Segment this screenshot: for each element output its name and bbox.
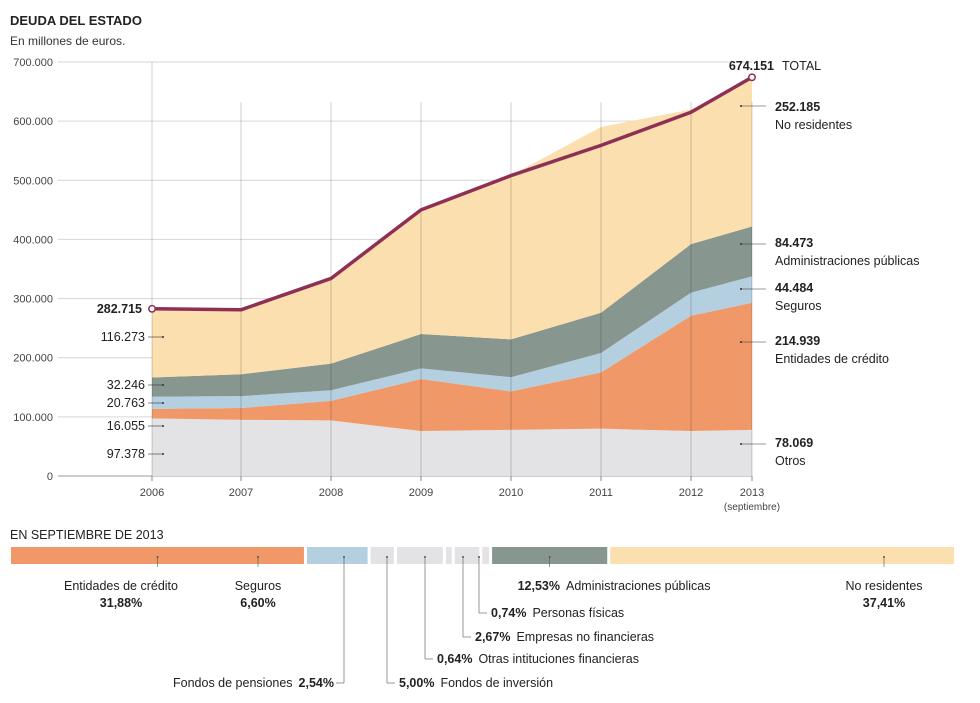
start-label: 20.763 — [107, 396, 145, 410]
segment-empresas-no-financieras — [454, 547, 480, 564]
chart-title: DEUDA DEL ESTADO — [10, 13, 142, 28]
segment-name: Fondos de pensiones — [173, 676, 293, 690]
leader-dot — [740, 288, 742, 290]
segment-leader-dot — [257, 556, 259, 558]
segment-leader-dot — [462, 556, 464, 558]
end-label-name: Seguros — [775, 299, 822, 313]
end-label-value: 44.484 — [775, 281, 813, 295]
x-tick-label: 2012 — [679, 487, 703, 499]
total-start-point — [148, 304, 156, 313]
leader-dot — [740, 443, 742, 445]
segment-pct: 37,41% — [863, 596, 905, 610]
segment-pct: 2,54% — [299, 676, 334, 690]
segment-otras-intituciones-financieras — [445, 547, 452, 564]
x-tick-label: 2008 — [319, 487, 343, 499]
end-label-name: No residentes — [775, 118, 852, 132]
leader-dot — [162, 336, 164, 338]
segment-name: Seguros — [235, 579, 282, 593]
x-tick-label: 2010 — [499, 487, 523, 499]
end-label-name: Entidades de crédito — [775, 352, 889, 366]
segment-leader-dot — [883, 556, 885, 558]
x-tick-label: 2011 — [589, 487, 613, 499]
segment-pct: 6,60% — [240, 596, 275, 610]
start-label: 116.273 — [101, 330, 145, 344]
total-end-point — [748, 73, 756, 82]
segment-pct: 0,74% — [491, 606, 526, 620]
segment-fondos-de-pensiones — [370, 547, 394, 564]
segment-seguros — [306, 547, 368, 564]
x-tick-label: 2013 — [740, 487, 764, 499]
chart-subtitle: En millones de euros. — [10, 34, 125, 48]
end-label-name: TOTAL — [782, 59, 821, 73]
end-label-value: 214.939 — [775, 334, 820, 348]
end-label-value: 78.069 — [775, 436, 813, 450]
start-label: 282.715 — [97, 302, 142, 316]
start-label: 97.378 — [107, 447, 145, 461]
segment-leader-dot — [156, 556, 159, 558]
area-no-residentes — [152, 77, 752, 378]
x-tick-label: 2006 — [140, 487, 164, 499]
segment-leader-dot — [548, 556, 551, 558]
y-tick-label: 300.000 — [13, 294, 53, 306]
leader-dot — [740, 243, 742, 245]
segment-leader-dot — [478, 556, 480, 558]
x-tick-label: 2007 — [229, 487, 253, 499]
segment-name: Entidades de crédito — [64, 579, 178, 593]
y-tick-label: 200.000 — [13, 353, 53, 365]
leader-dot — [162, 453, 164, 455]
breakdown-title: EN SEPTIEMBRE DE 2013 — [10, 528, 164, 542]
segment-name: Otras intituciones financieras — [478, 652, 639, 666]
area-administraciones-p-blicas — [152, 226, 752, 397]
start-label: 16.055 — [107, 419, 145, 433]
segment-name: Empresas no financieras — [516, 630, 654, 644]
segment-fondos-de-inversi-n — [396, 547, 443, 564]
x-tick-label: 2009 — [409, 487, 433, 499]
segment-name: Fondos de inversión — [440, 676, 553, 690]
segment-pct: 12,53% — [518, 579, 560, 593]
segment-leader-dot — [386, 556, 388, 558]
end-label-name: Administraciones públicas — [775, 254, 920, 268]
segment-pct: 31,88% — [100, 596, 142, 610]
y-tick-label: 100.000 — [13, 412, 53, 424]
segment-personas-f-sicas — [482, 547, 490, 564]
end-label-value: 674.151 — [729, 59, 774, 73]
segment-administraciones-p-blicas — [492, 547, 608, 564]
area-entidades-de-cr-dito — [152, 302, 752, 432]
segment-pct: 5,00% — [399, 676, 434, 690]
y-tick-label: 0 — [47, 471, 53, 483]
y-tick-label: 400.000 — [13, 234, 53, 246]
x-sublabel: (septiembre) — [724, 502, 780, 513]
y-tick-label: 700.000 — [13, 57, 53, 69]
area-otros — [152, 418, 752, 476]
segment-pct: 2,67% — [475, 630, 510, 644]
segment-name: Personas físicas — [532, 606, 624, 620]
end-label-value: 84.473 — [775, 236, 813, 250]
total-line — [151, 75, 753, 312]
leader-dot — [162, 402, 164, 404]
segment-name: Administraciones públicas — [566, 579, 711, 593]
leader-dot — [740, 341, 742, 343]
leader-dot — [740, 105, 742, 107]
end-label-name: Otros — [775, 454, 806, 468]
segment-entidades-de-cr-dito — [11, 547, 304, 564]
start-label: 32.246 — [107, 378, 145, 392]
segment-leader-dot — [424, 556, 426, 558]
y-tick-label: 500.000 — [13, 175, 53, 187]
segment-pct: 0,64% — [437, 652, 472, 666]
segment-no-residentes — [610, 547, 954, 564]
segment-leader-dot — [343, 556, 345, 558]
leader-dot — [162, 425, 164, 427]
end-label-value: 252.185 — [775, 100, 820, 114]
area-seguros — [152, 276, 752, 409]
segment-name: No residentes — [845, 579, 922, 593]
y-tick-label: 600.000 — [13, 116, 53, 128]
leader-dot — [162, 384, 164, 386]
